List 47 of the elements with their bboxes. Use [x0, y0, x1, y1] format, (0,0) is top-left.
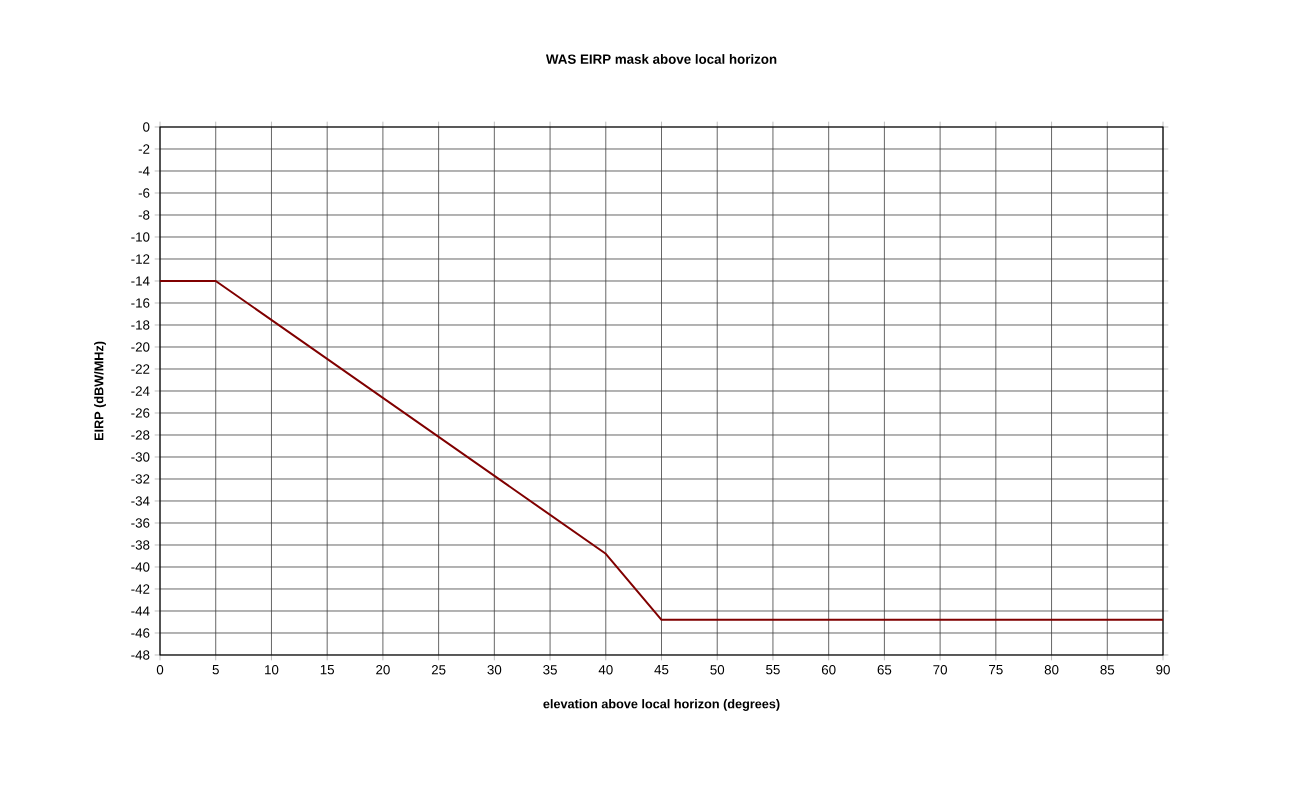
- y-tick-label: -24: [131, 386, 150, 396]
- x-tick-label: 90: [1156, 665, 1170, 675]
- y-tick-label: 0: [143, 122, 150, 132]
- y-tick-label: -42: [131, 584, 150, 594]
- y-tick-label: -16: [131, 298, 150, 308]
- y-tick-label: -12: [131, 254, 150, 264]
- y-tick-label: -38: [131, 540, 150, 550]
- x-tick-label: 25: [431, 665, 446, 675]
- x-tick-label: 65: [877, 665, 892, 675]
- x-tick-label: 75: [989, 665, 1003, 675]
- y-tick-label: -8: [138, 210, 150, 220]
- x-tick-label: 20: [376, 665, 390, 675]
- y-tick-label: -26: [131, 408, 150, 418]
- y-tick-label: -2: [138, 144, 150, 154]
- x-tick-label: 15: [320, 665, 335, 675]
- x-tick-label: 10: [265, 665, 279, 675]
- y-tick-label: -20: [131, 342, 150, 352]
- y-tick-label: -40: [131, 562, 150, 572]
- y-tick-label: -44: [131, 606, 150, 616]
- x-axis-title: elevation above local horizon (degrees): [543, 699, 780, 711]
- x-tick-label: 55: [766, 665, 780, 675]
- x-tick-label: 60: [821, 665, 836, 675]
- y-tick-label: -10: [131, 232, 150, 242]
- y-tick-label: -6: [138, 188, 150, 198]
- x-tick-label: 40: [598, 665, 613, 675]
- y-tick-label: -14: [131, 276, 150, 286]
- x-tick-label: 35: [543, 665, 557, 675]
- x-tick-label: 0: [156, 665, 164, 675]
- y-tick-label: -32: [131, 474, 150, 484]
- y-tick-label: -34: [131, 496, 150, 506]
- y-axis-title: EIRP (dBW/MHz): [94, 341, 106, 441]
- x-tick-label: 50: [710, 665, 725, 675]
- chart-title: WAS EIRP mask above local horizon: [545, 54, 777, 64]
- x-tick-label: 70: [933, 665, 948, 675]
- y-tick-label: -4: [138, 166, 150, 176]
- x-tick-label: 5: [212, 665, 219, 675]
- x-tick-label: 30: [487, 665, 502, 675]
- x-tick-label: 80: [1044, 665, 1059, 675]
- y-tick-label: -28: [131, 430, 150, 440]
- y-tick-label: -30: [131, 452, 150, 462]
- y-tick-label: -48: [131, 650, 150, 660]
- y-tick-label: -18: [131, 320, 150, 330]
- y-tick-label: -46: [131, 628, 150, 638]
- x-tick-label: 45: [654, 665, 669, 675]
- x-tick-label: 85: [1100, 665, 1115, 675]
- y-tick-label: -36: [131, 518, 150, 528]
- y-tick-label: -22: [131, 364, 150, 374]
